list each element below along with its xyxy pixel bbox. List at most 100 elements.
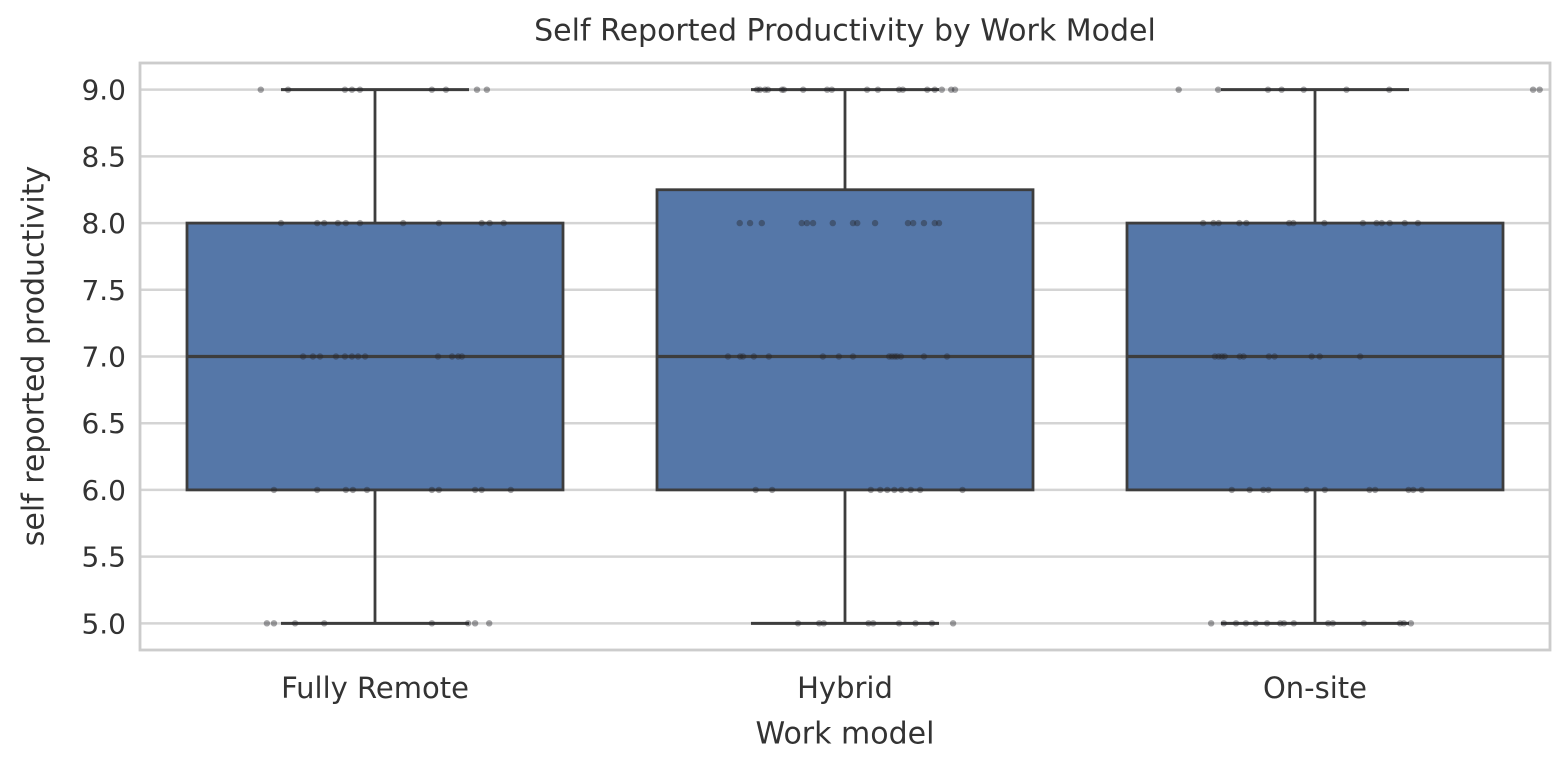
strip-point-fully-remote: [471, 620, 479, 627]
strip-point-on-site: [1303, 486, 1310, 494]
strip-point-hybrid: [920, 353, 928, 360]
strip-point-fully-remote: [464, 620, 472, 627]
strip-point-fully-remote: [349, 486, 357, 494]
strip-point-on-site: [1263, 620, 1271, 627]
strip-point-on-site: [1236, 353, 1244, 360]
strip-point-fully-remote: [341, 86, 349, 93]
strip-point-fully-remote: [341, 353, 349, 360]
strip-point-fully-remote: [284, 86, 292, 93]
strip-point-hybrid: [724, 353, 732, 360]
strip-point-fully-remote: [428, 620, 436, 627]
strip-point-on-site: [1265, 353, 1273, 360]
strip-point-on-site: [1242, 620, 1250, 627]
strip-point-on-site: [1277, 620, 1284, 627]
strip-point-on-site: [1271, 353, 1278, 360]
strip-point-on-site: [1321, 219, 1328, 227]
strip-point-on-site: [1290, 219, 1297, 227]
strip-point-on-site: [1300, 86, 1307, 93]
strip-point-hybrid: [750, 353, 758, 360]
strip-point-fully-remote: [321, 620, 328, 627]
strip-point-hybrid: [898, 486, 905, 494]
strip-point-on-site: [1264, 86, 1272, 93]
strip-point-hybrid: [909, 219, 917, 227]
strip-point-hybrid: [870, 620, 877, 627]
strip-point-on-site: [1401, 219, 1408, 227]
strip-point-fully-remote: [361, 353, 369, 360]
strip-point-hybrid: [891, 486, 898, 494]
x-tick-label-on-site: On-site: [1263, 671, 1367, 705]
strip-point-hybrid: [924, 86, 931, 93]
strip-point-on-site: [1246, 486, 1253, 494]
strip-point-on-site: [1414, 219, 1422, 227]
strip-point-on-site: [1324, 620, 1332, 627]
strip-point-hybrid: [736, 353, 744, 360]
strip-point-fully-remote: [507, 486, 515, 494]
strip-point-hybrid: [959, 486, 966, 494]
strip-point-hybrid: [949, 620, 957, 627]
strip-point-on-site: [1316, 353, 1323, 360]
y-tick-label-9.0: 9.0: [81, 74, 126, 107]
strip-point-fully-remote: [332, 353, 340, 360]
strip-point-fully-remote: [354, 353, 362, 360]
plot-border: [138, 61, 1552, 652]
strip-point-on-site: [1405, 486, 1412, 494]
strip-point-hybrid: [849, 353, 857, 360]
strip-point-fully-remote: [478, 486, 485, 494]
strip-point-on-site: [1280, 620, 1288, 627]
strip-point-hybrid: [893, 353, 901, 360]
strip-point-fully-remote: [363, 486, 371, 494]
strip-point-on-site: [1240, 353, 1247, 360]
strip-point-fully-remote: [342, 219, 350, 227]
strip-point-fully-remote: [454, 353, 462, 360]
strip-point-hybrid: [863, 86, 871, 93]
strip-point-on-site: [1290, 620, 1298, 627]
strip-point-on-site: [1329, 620, 1337, 627]
strip-point-on-site: [1265, 486, 1272, 494]
y-tick-label-8.0: 8.0: [81, 207, 126, 240]
strip-point-fully-remote: [356, 86, 364, 93]
strip-point-hybrid: [829, 219, 836, 227]
strip-point-hybrid: [884, 486, 891, 494]
strip-point-hybrid: [820, 620, 828, 627]
strip-point-hybrid: [823, 86, 831, 93]
strip-point-hybrid: [739, 353, 747, 360]
y-tick-label-8.5: 8.5: [81, 140, 126, 173]
strip-point-hybrid: [935, 219, 943, 227]
strip-point-fully-remote: [428, 486, 436, 494]
strip-point-on-site: [1260, 486, 1267, 494]
strip-point-on-site: [1214, 86, 1222, 93]
y-tick-label-6.5: 6.5: [81, 407, 126, 440]
y-tick-label-5.0: 5.0: [81, 607, 126, 640]
strip-point-hybrid: [931, 219, 938, 227]
strip-point-hybrid: [874, 86, 882, 93]
strip-point-fully-remote: [442, 86, 450, 93]
strip-point-hybrid: [752, 486, 759, 494]
strip-point-on-site: [1285, 219, 1293, 227]
strip-point-on-site: [1278, 86, 1285, 93]
strip-point-hybrid: [912, 620, 919, 627]
strip-point-fully-remote: [500, 219, 507, 227]
strip-point-hybrid: [895, 86, 903, 93]
strip-point-on-site: [1343, 86, 1350, 93]
strip-point-fully-remote: [270, 620, 278, 627]
strip-point-hybrid: [907, 486, 914, 494]
strip-point-on-site: [1366, 486, 1373, 494]
y-tick-label-7.5: 7.5: [81, 274, 126, 307]
strip-point-hybrid: [761, 86, 769, 93]
strip-point-on-site: [1207, 620, 1215, 627]
strip-point-fully-remote: [309, 353, 317, 360]
strip-point-hybrid: [897, 353, 905, 360]
strip-point-on-site: [1243, 219, 1250, 227]
strip-point-on-site: [1418, 486, 1425, 494]
strip-point-hybrid: [736, 219, 743, 227]
strip-point-fully-remote: [342, 486, 350, 494]
x-tick-label-fully-remote: Fully Remote: [281, 671, 469, 705]
strip-point-on-site: [1215, 353, 1222, 360]
strip-point-hybrid: [778, 86, 786, 93]
strip-point-on-site: [1236, 219, 1243, 227]
strip-point-fully-remote: [434, 353, 442, 360]
strip-point-hybrid: [764, 86, 772, 93]
strip-point-on-site: [1536, 86, 1543, 93]
strip-point-hybrid: [871, 219, 879, 227]
